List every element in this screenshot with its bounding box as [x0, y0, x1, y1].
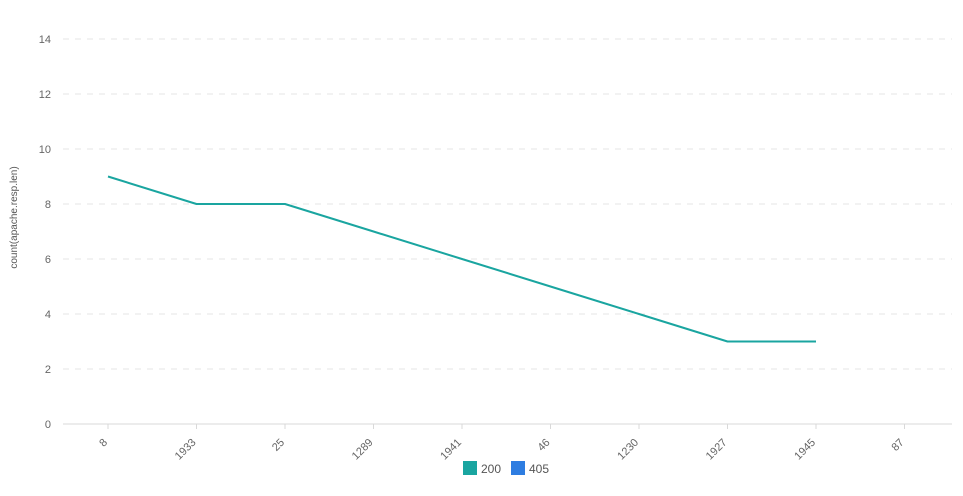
x-tick-label: 1230	[615, 437, 641, 463]
y-tick-label: 14	[39, 34, 51, 46]
y-tick-label: 4	[45, 309, 51, 321]
x-tick-label: 1289	[350, 437, 376, 463]
legend-label-200[interactable]: 200	[481, 462, 501, 476]
y-tick-label: 2	[45, 364, 51, 376]
y-tick-label: 10	[39, 144, 51, 156]
x-tick-label: 87	[889, 437, 906, 454]
series-line-200	[107, 175, 816, 343]
x-tick-label: 25	[270, 437, 287, 454]
legend-swatch-405[interactable]	[511, 461, 525, 475]
y-axis: 0 2 4 6 8 10 12 14	[39, 34, 51, 431]
x-axis: 8 1933 25 1289 1941 46 1230 1927 1945 87	[63, 423, 952, 463]
legend: 200 405	[463, 461, 549, 476]
x-tick-label: 8	[97, 437, 110, 450]
y-tick-label: 8	[45, 199, 51, 211]
legend-swatch-200[interactable]	[463, 461, 477, 475]
x-tick-label: 1933	[173, 437, 199, 463]
x-tick-label: 1941	[438, 437, 464, 463]
y-tick-label: 0	[45, 419, 51, 431]
y-tick-label: 12	[39, 89, 51, 101]
x-tick-label: 1927	[704, 437, 730, 463]
y-axis-title: count(apache.resp.len)	[9, 166, 20, 268]
x-tick-label: 1945	[792, 437, 818, 463]
y-tick-label: 6	[45, 254, 51, 266]
series-group	[107, 175, 816, 343]
x-tick-label: 46	[535, 437, 552, 454]
legend-label-405[interactable]: 405	[529, 462, 549, 476]
